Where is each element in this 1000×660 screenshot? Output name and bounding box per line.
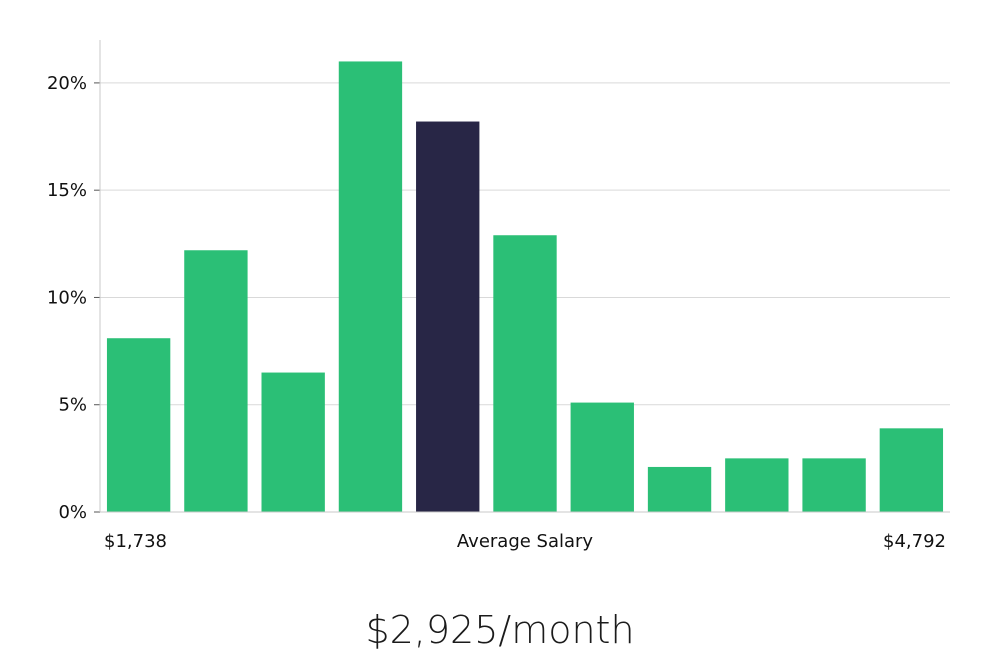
bar <box>647 466 712 512</box>
bar <box>570 402 634 512</box>
bar <box>261 372 325 512</box>
y-axis-ticks: 0% 5% 10% 15% 20% <box>47 73 100 523</box>
x-label-center: Average Salary <box>457 531 594 552</box>
bar <box>338 61 403 512</box>
bar <box>725 458 789 512</box>
y-tick-label: 0% <box>58 502 87 523</box>
y-tick-label: 20% <box>47 73 87 94</box>
bar <box>493 235 557 513</box>
salary-histogram: 0% 5% 10% 15% 20% $1,738 Average Salary $4,7… <box>47 40 950 552</box>
y-tick-label: 10% <box>47 287 87 308</box>
bar <box>184 250 248 512</box>
bar <box>802 458 866 512</box>
x-label-min: $1,738 <box>104 531 167 552</box>
x-label-max: $4,792 <box>883 531 946 552</box>
average-salary-value: $2,925/month <box>365 608 635 652</box>
y-tick-label: 5% <box>58 395 87 416</box>
y-tick-label: 15% <box>47 180 87 201</box>
bar <box>879 428 944 512</box>
bar-average <box>416 121 480 512</box>
bars <box>106 61 944 513</box>
bar <box>106 338 171 512</box>
